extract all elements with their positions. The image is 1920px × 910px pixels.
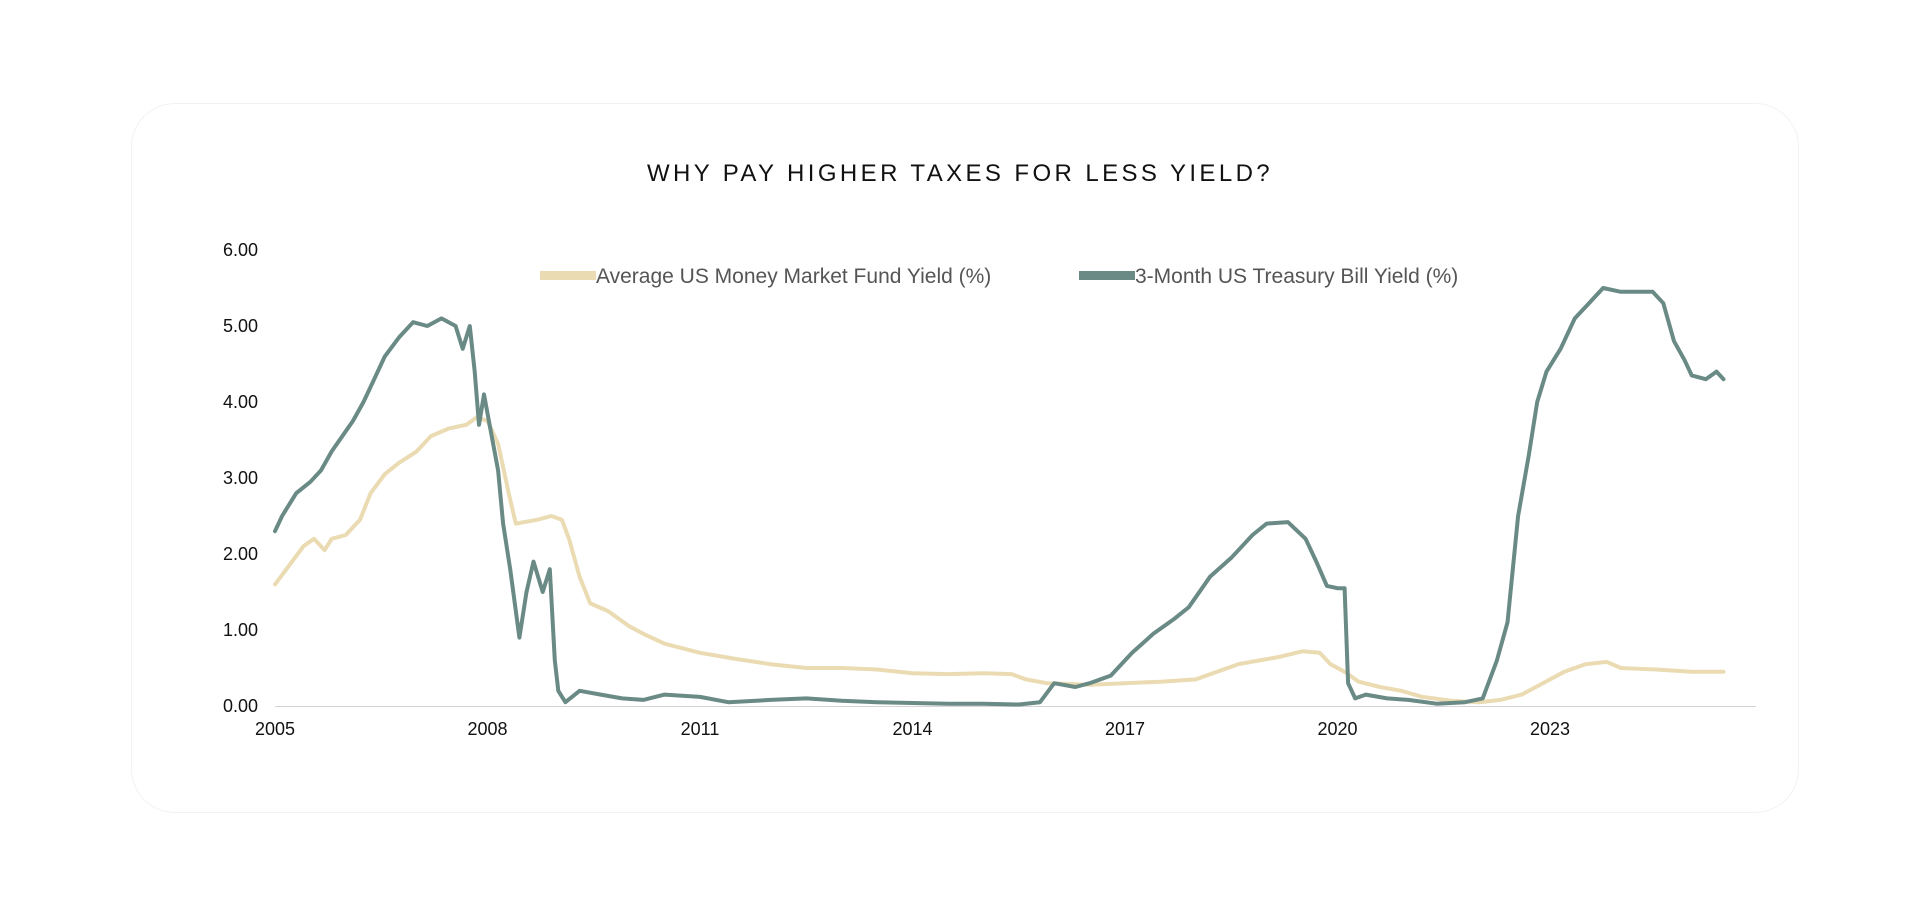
series-line-treasury-bill (273, 286, 1726, 707)
series-lines (273, 286, 1726, 707)
y-tick-label: 0.00 (223, 696, 258, 716)
x-axis-ticks: 2005 2008 2011 2014 2017 2020 2023 (255, 719, 1570, 739)
legend-swatch-money-market (540, 271, 596, 280)
y-tick-label: 1.00 (223, 620, 258, 640)
series-line-money-market (273, 415, 1726, 705)
y-tick-label: 3.00 (223, 468, 258, 488)
y-tick-label: 4.00 (223, 392, 258, 412)
y-tick-label: 2.00 (223, 544, 258, 564)
x-tick-label: 2008 (467, 719, 507, 739)
x-tick-label: 2014 (892, 719, 932, 739)
y-tick-label: 6.00 (223, 240, 258, 260)
y-tick-label: 5.00 (223, 316, 258, 336)
x-tick-label: 2017 (1105, 719, 1145, 739)
legend: Average US Money Market Fund Yield (%) 3-… (540, 265, 1458, 288)
chart-title: WHY PAY HIGHER TAXES FOR LESS YIELD? (646, 160, 1274, 187)
legend-swatch-treasury-bill (1079, 271, 1135, 280)
legend-label-money-market: Average US Money Market Fund Yield (%) (596, 265, 991, 288)
x-tick-label: 2011 (681, 719, 720, 739)
x-tick-label: 2020 (1317, 719, 1357, 739)
x-tick-label: 2023 (1530, 719, 1570, 739)
x-tick-label: 2005 (255, 719, 295, 739)
y-axis-ticks: 0.00 1.00 2.00 3.00 4.00 5.00 6.00 (223, 240, 258, 716)
legend-label-treasury-bill: 3-Month US Treasury Bill Yield (%) (1135, 265, 1458, 288)
